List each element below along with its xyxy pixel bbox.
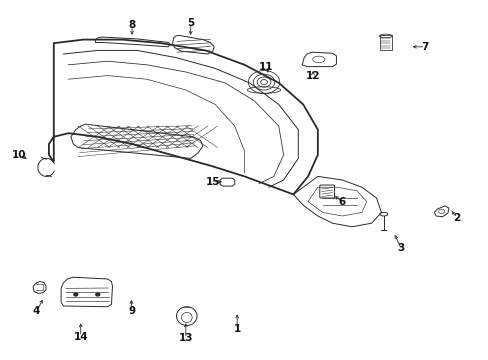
Text: 3: 3 [397, 243, 404, 253]
Text: 2: 2 [453, 213, 460, 223]
Text: 14: 14 [73, 332, 88, 342]
Text: 10: 10 [12, 150, 27, 160]
Text: 8: 8 [128, 20, 135, 30]
Circle shape [74, 293, 78, 296]
Text: 11: 11 [259, 62, 273, 72]
Text: 6: 6 [338, 197, 345, 207]
Text: 5: 5 [187, 18, 194, 28]
Text: 1: 1 [233, 324, 240, 334]
Text: 15: 15 [205, 177, 220, 187]
Text: 4: 4 [33, 306, 41, 316]
Text: 7: 7 [421, 42, 428, 52]
Text: 12: 12 [305, 71, 320, 81]
Circle shape [96, 293, 100, 296]
Text: 13: 13 [178, 333, 193, 343]
Text: 9: 9 [128, 306, 135, 316]
